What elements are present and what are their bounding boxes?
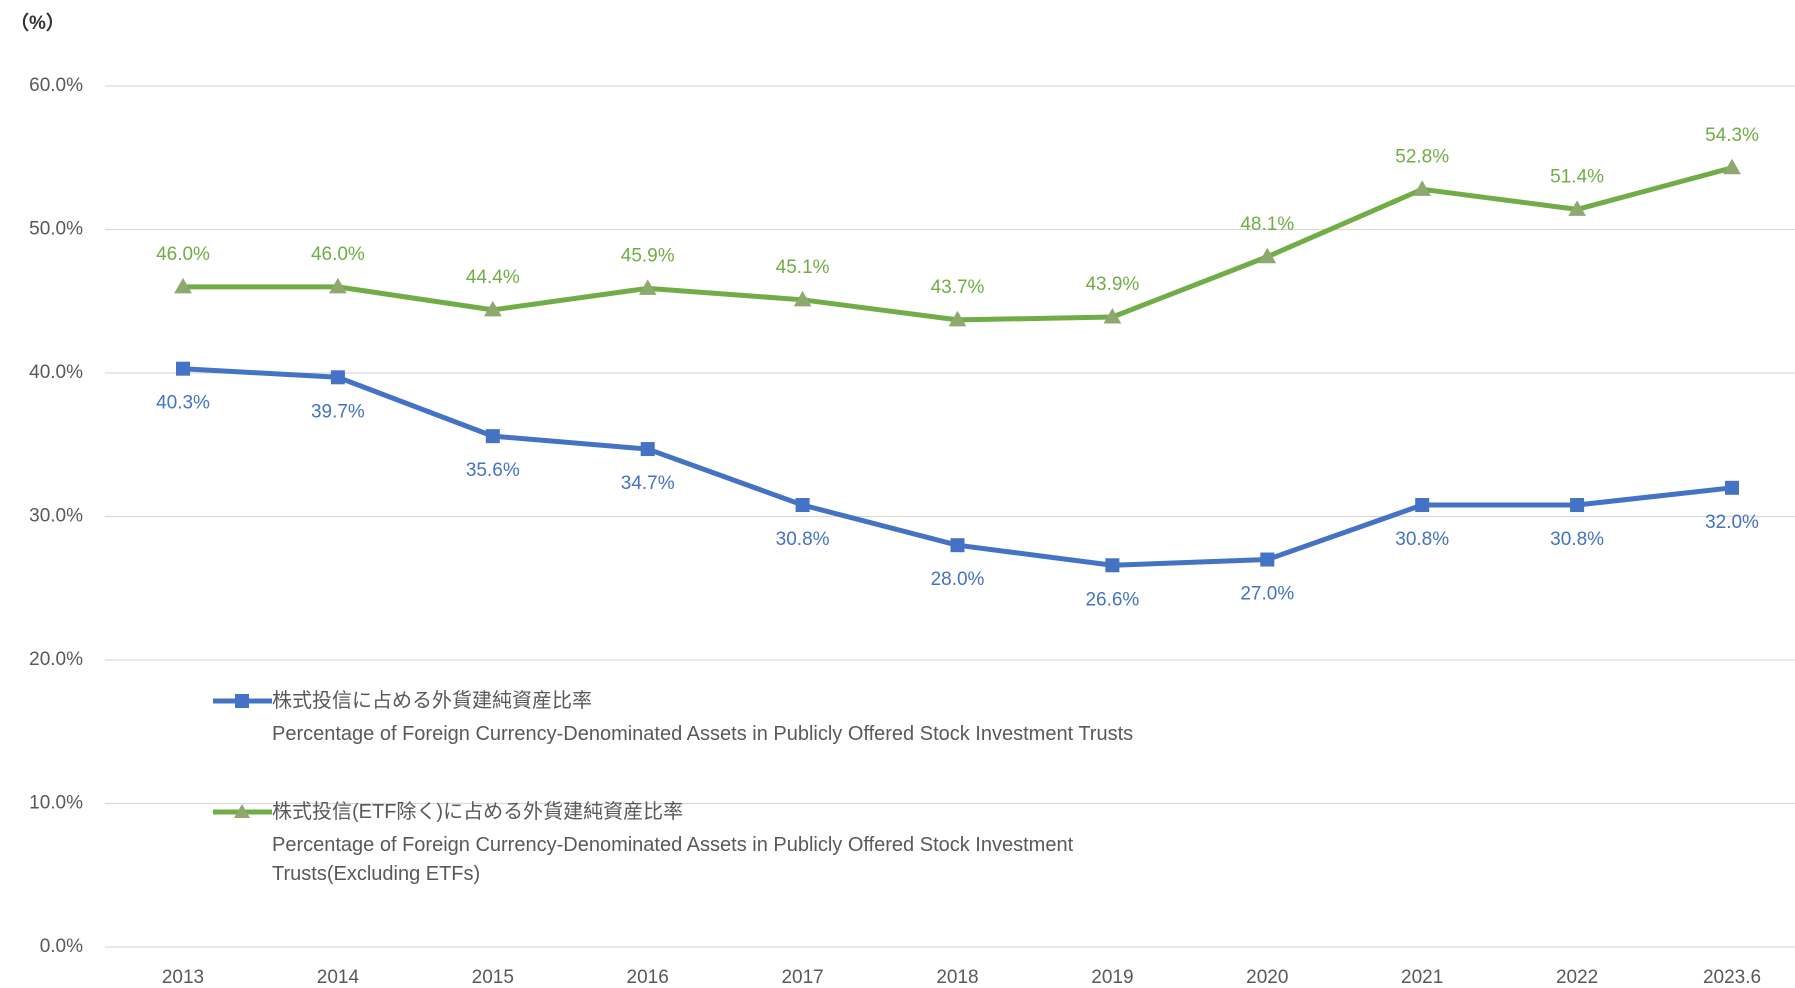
data-label: 44.4%: [466, 267, 520, 288]
marker: [1413, 180, 1432, 196]
data-label: 46.0%: [156, 244, 210, 265]
legend-label-en: Percentage of Foreign Currency-Denominat…: [272, 834, 1074, 885]
marker: [1415, 498, 1430, 513]
marker: [793, 290, 812, 307]
marker: [1103, 308, 1122, 324]
y-tick-label: 50.0%: [29, 219, 83, 240]
marker: [1105, 558, 1120, 573]
data-label: 26.6%: [1085, 589, 1139, 610]
data-label: 30.8%: [776, 529, 830, 550]
y-tick-label: 40.0%: [29, 362, 83, 383]
data-label: 45.9%: [621, 245, 675, 266]
y-tick-label: 10.0%: [29, 793, 83, 814]
marker: [795, 498, 810, 513]
marker: [329, 277, 347, 294]
data-label: 39.7%: [311, 401, 365, 422]
legend-row: 株式投信に占める外貨建純資産比率: [213, 686, 1152, 716]
legend-entry: 株式投信(ETF除く)に占める外貨建純資産比率 Percentage of For…: [213, 797, 1152, 889]
marker: [330, 370, 345, 385]
y-tick-label: 20.0%: [29, 649, 83, 670]
legend-entry: 株式投信に占める外貨建純資産比率 Percentage of Foreign Cu…: [213, 686, 1152, 749]
legend-swatch: [213, 804, 272, 818]
data-label: 35.6%: [466, 460, 520, 481]
x-tick-label: 2019: [1091, 967, 1133, 988]
data-label: 27.0%: [1240, 584, 1294, 605]
marker: [638, 279, 657, 295]
data-label: 54.3%: [1705, 125, 1759, 146]
x-tick-label: 2017: [781, 967, 823, 988]
marker: [1258, 247, 1277, 264]
marker: [176, 361, 190, 376]
marker: [1260, 552, 1275, 567]
data-label: 43.7%: [931, 277, 985, 298]
x-tick-label: 2022: [1556, 967, 1598, 988]
legend-swatch: [213, 694, 272, 708]
data-label: 32.0%: [1705, 512, 1759, 533]
marker: [483, 300, 502, 317]
data-label: 40.3%: [156, 393, 210, 414]
data-label: 45.1%: [776, 257, 830, 278]
data-label: 43.9%: [1085, 274, 1139, 295]
x-tick-label: 2015: [472, 967, 514, 988]
legend-label: 株式投信に占める外貨建純資産比率: [272, 689, 592, 712]
marker: [640, 442, 655, 457]
swatch-marker: [234, 804, 250, 818]
marker: [948, 310, 967, 327]
y-tick-label: 0.0%: [40, 936, 83, 957]
x-tick-label: 2014: [317, 967, 360, 988]
data-label: 34.7%: [621, 473, 675, 494]
y-tick-label: 60.0%: [29, 75, 83, 96]
data-label: 28.0%: [931, 569, 985, 590]
x-tick-label: 2020: [1246, 967, 1288, 988]
y-tick-label: 30.0%: [29, 506, 83, 527]
marker: [1725, 480, 1739, 495]
data-label: 48.1%: [1240, 214, 1294, 235]
swatch-marker: [235, 694, 249, 708]
x-tick-label: 2023.6: [1703, 967, 1761, 988]
data-label: 51.4%: [1550, 166, 1604, 187]
x-tick-label: 2016: [627, 967, 669, 988]
data-label: 52.8%: [1395, 146, 1449, 167]
series-line: [182, 366, 1733, 568]
y-axis-label: （%）: [10, 11, 65, 34]
data-label: 30.8%: [1550, 529, 1604, 550]
marker: [1570, 498, 1585, 513]
legend-label: 株式投信(ETF除く)に占める外貨建純資産比率: [272, 800, 684, 823]
x-tick-label: 2013: [162, 967, 204, 988]
marker: [1723, 158, 1741, 175]
legend-row: 株式投信(ETF除く)に占める外貨建純資産比率: [213, 797, 1152, 827]
marker: [485, 429, 500, 444]
data-label: 46.0%: [311, 244, 365, 265]
legend-label-en: Percentage of Foreign Currency-Denominat…: [272, 723, 1134, 745]
data-label: 30.8%: [1395, 529, 1449, 550]
marker: [1568, 200, 1586, 216]
marker: [174, 277, 192, 294]
x-tick-label: 2021: [1401, 967, 1443, 988]
x-tick-label: 2018: [936, 967, 978, 988]
marker: [950, 538, 965, 553]
